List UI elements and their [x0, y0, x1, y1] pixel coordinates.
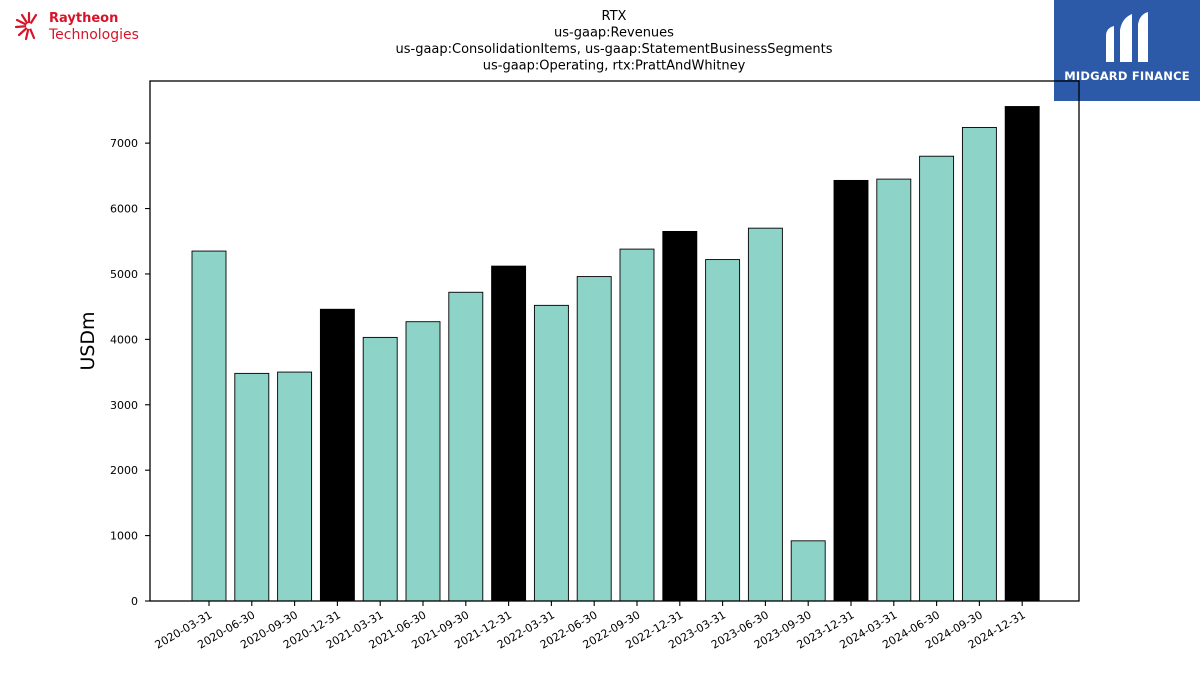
raytheon-sub: Technologies	[49, 27, 139, 43]
y-axis: 0 1000 2000 3000 4000 5000 6000 7000	[110, 137, 150, 608]
y-tick-label: 6000	[110, 203, 138, 216]
chart-title-line: us-gaap:ConsolidationItems, us-gaap:Stat…	[395, 42, 832, 57]
y-tick-label: 4000	[110, 333, 138, 346]
y-tick-label: 2000	[110, 464, 138, 477]
bar	[576, 276, 612, 602]
x-axis: 2020-03-312020-06-302020-09-302020-12-31…	[153, 601, 1028, 652]
raytheon-brand: Raytheon	[49, 11, 119, 26]
bar	[876, 178, 912, 602]
bar	[319, 308, 355, 602]
raytheon-logo: Raytheon Technologies	[14, 11, 154, 45]
bar	[234, 372, 270, 602]
chart-title-line: us-gaap:Revenues	[554, 26, 674, 41]
y-tick-label: 0	[131, 595, 138, 608]
midgard-m-icon	[1106, 12, 1148, 62]
y-tick-label: 3000	[110, 399, 138, 412]
bar	[662, 230, 698, 602]
bar	[491, 265, 527, 602]
bar	[919, 155, 955, 602]
bars	[191, 106, 1040, 602]
y-axis-label: USDm	[77, 311, 99, 370]
chart-title: RTX us-gaap:Revenuesus-gaap:Consolidation…	[395, 9, 832, 74]
y-tick-label: 5000	[110, 268, 138, 281]
bar	[405, 321, 441, 602]
bar	[191, 250, 227, 602]
y-tick-label: 1000	[110, 530, 138, 543]
midgard-brand: MIDGARD FINANCE	[1064, 69, 1190, 83]
bar	[747, 227, 783, 602]
bar	[961, 126, 997, 602]
midgard-logo: MIDGARD FINANCE	[1054, 0, 1200, 101]
bar	[362, 336, 398, 602]
chart-title-line: us-gaap:Operating, rtx:PrattAndWhitney	[483, 59, 746, 74]
bar	[533, 304, 569, 602]
bar	[619, 248, 655, 602]
bar	[277, 371, 313, 602]
bar	[1004, 106, 1040, 602]
bar	[705, 259, 741, 602]
bar	[790, 540, 826, 602]
chart-title-line: RTX	[602, 9, 627, 24]
axes-frame	[149, 80, 1080, 602]
y-tick-label: 7000	[110, 137, 138, 150]
bar	[833, 179, 869, 602]
raytheon-burst-icon	[14, 11, 38, 41]
bar	[448, 291, 484, 602]
